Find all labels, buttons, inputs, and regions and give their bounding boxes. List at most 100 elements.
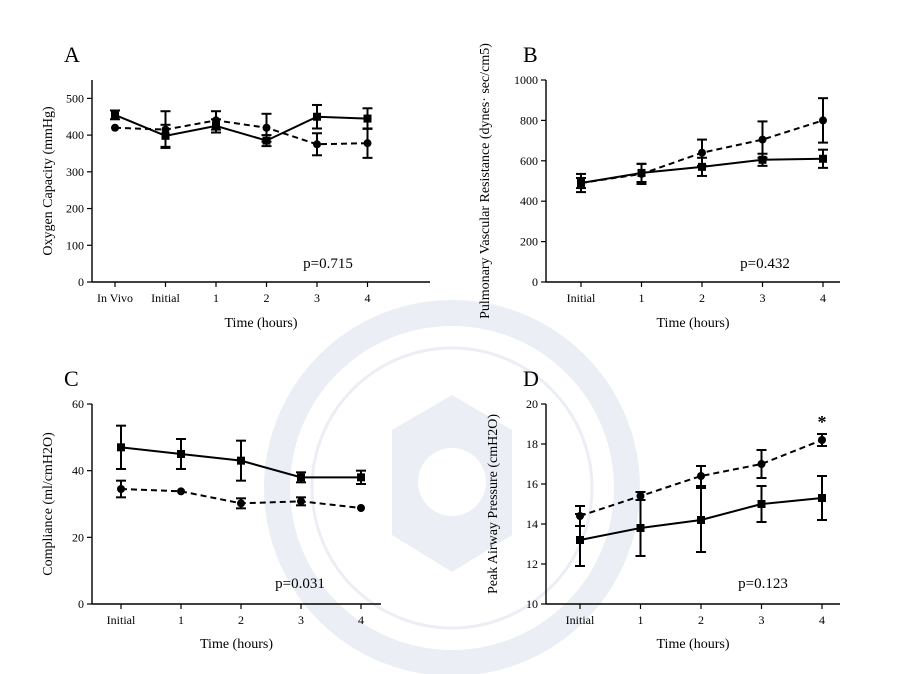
p-value-annotation: p=0.031: [275, 576, 325, 592]
y-tick-label: 60: [72, 397, 84, 411]
data-point: [297, 497, 305, 506]
data-point: [161, 125, 170, 134]
panel-letter: C: [64, 366, 79, 391]
y-axis-title: Oxygen Capacity (mmHg): [41, 106, 56, 256]
x-tick-label: Initial: [151, 291, 180, 305]
x-tick-label: 1: [639, 291, 645, 305]
y-tick-label: 20: [72, 530, 84, 544]
y-tick-label: 200: [66, 202, 84, 216]
data-point: [577, 179, 585, 188]
data-point: [698, 162, 706, 171]
x-tick-label: 3: [298, 613, 304, 627]
data-point: [313, 140, 321, 149]
data-point: [757, 500, 766, 508]
x-tick-label: 2: [264, 291, 270, 305]
data-point: [297, 473, 305, 482]
y-tick-label: 12: [526, 557, 538, 571]
data-point: [111, 110, 119, 119]
data-point: [819, 154, 827, 163]
data-point: [212, 116, 220, 125]
x-tick-label: 1: [638, 613, 644, 627]
x-tick-label: 4: [365, 291, 371, 305]
data-point: [758, 135, 767, 144]
data-point: [576, 512, 584, 520]
data-point: [697, 516, 705, 524]
significance-marker: *: [818, 412, 827, 432]
x-tick-label: 1: [213, 291, 219, 305]
data-point: [111, 123, 119, 132]
p-value-annotation: p=0.715: [303, 256, 353, 272]
x-tick-label: Initial: [567, 291, 596, 305]
data-point: [636, 492, 645, 500]
data-point: [313, 112, 321, 121]
chart-panel-a: A 0 100 200 300 400 500 In Vivo Initial 1 2 3 4 Time …: [41, 42, 430, 331]
data-point: [177, 487, 185, 496]
series-line: [114, 113, 368, 142]
p-value-annotation: p=0.123: [738, 576, 788, 592]
series-dashed: [111, 110, 373, 159]
y-tick-label: 800: [520, 113, 538, 127]
data-point: [698, 148, 706, 157]
x-axis-title: Time (hours): [657, 316, 730, 331]
data-point: [363, 114, 372, 123]
data-point: [697, 472, 705, 480]
y-axis-title: Compliance (ml/cmH2O): [41, 432, 56, 576]
data-point: [237, 499, 245, 508]
y-tick-label: 20: [526, 397, 538, 411]
x-tick-label: 4: [358, 613, 364, 627]
y-tick-label: 300: [66, 165, 84, 179]
chart-panel-b: B 0 200 400 600 800 1000 Initial 1 2 3 4 Time (hours…: [478, 42, 840, 331]
y-tick-label: 200: [520, 235, 538, 249]
data-point: [262, 123, 271, 132]
x-tick-label: 3: [759, 613, 765, 627]
series-solid: [116, 424, 366, 485]
data-point: [357, 504, 365, 512]
data-point: [758, 155, 767, 164]
y-tick-label: 18: [526, 437, 538, 451]
y-tick-label: 400: [66, 128, 84, 142]
x-axis-title: Time (hours): [225, 316, 298, 331]
y-tick-label: 14: [526, 517, 538, 531]
y-tick-label: 10: [526, 597, 538, 611]
data-point: [117, 443, 125, 452]
chart-panel-c: C 0 20 40 60 Initial 1 2 3 4 Time (hours) Complianc…: [41, 366, 381, 652]
data-point: [819, 116, 827, 125]
y-axis-title: Peak Airway Pressure (cmH2O): [486, 414, 501, 594]
x-tick-label: 4: [819, 613, 825, 627]
x-tick-label: 1: [178, 613, 184, 627]
data-point: [363, 139, 372, 148]
series-dashed: [575, 433, 827, 527]
y-tick-label: 0: [78, 597, 84, 611]
series-solid: [110, 103, 373, 148]
x-tick-label: 2: [699, 291, 705, 305]
x-tick-label: 4: [820, 291, 826, 305]
series-dashed: [576, 97, 828, 190]
y-axis-title: Pulmonary Vascular Resistance (dynes· se…: [478, 43, 493, 319]
y-tick-label: 0: [78, 275, 84, 289]
x-tick-label: 3: [314, 291, 320, 305]
y-tick-label: 600: [520, 154, 538, 168]
panel-letter: D: [523, 366, 539, 391]
x-tick-label: 2: [238, 613, 244, 627]
data-point: [637, 169, 646, 178]
x-axis-title: Time (hours): [657, 637, 730, 652]
y-tick-label: 40: [72, 464, 84, 478]
x-tick-label: Initial: [566, 613, 595, 627]
data-point: [818, 436, 826, 444]
x-axis-title: Time (hours): [200, 637, 273, 652]
data-point: [357, 473, 365, 482]
y-tick-label: 0: [532, 275, 538, 289]
data-point: [237, 456, 245, 465]
data-point: [636, 524, 645, 532]
panel-letter: B: [523, 42, 538, 67]
p-value-annotation: p=0.432: [740, 256, 790, 272]
x-tick-label: 3: [760, 291, 766, 305]
data-point: [117, 485, 125, 493]
series-line: [579, 439, 823, 517]
y-tick-label: 1000: [514, 73, 538, 87]
watermark-seal: [264, 300, 640, 674]
y-tick-label: 16: [526, 477, 538, 491]
x-tick-label: In Vivo: [97, 291, 133, 305]
